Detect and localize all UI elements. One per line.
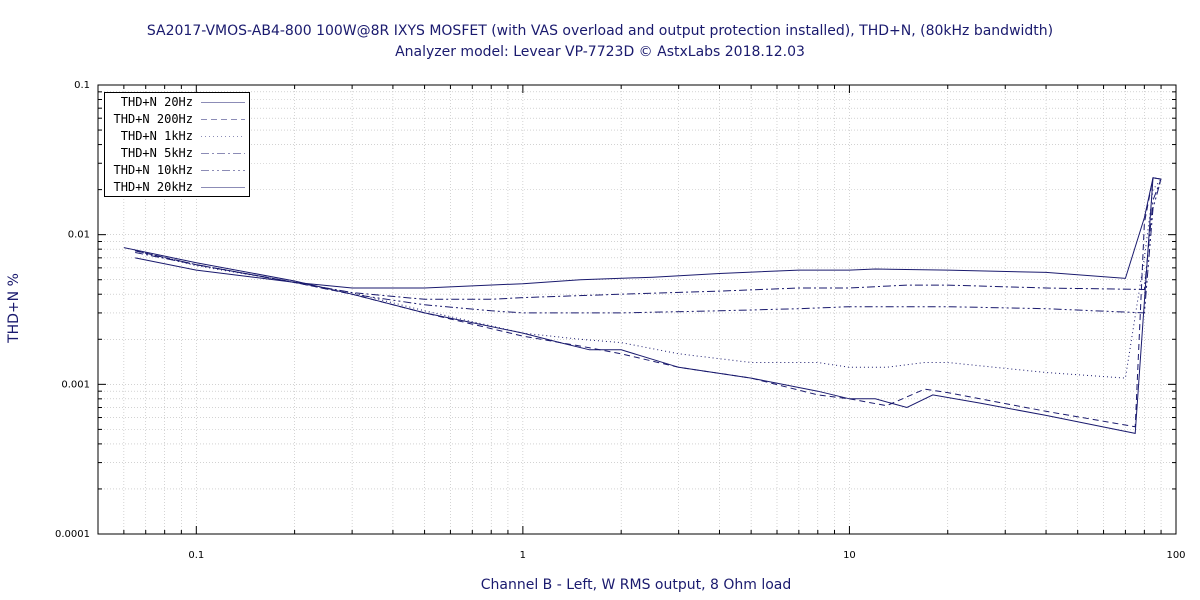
series-line-3 bbox=[135, 178, 1162, 379]
legend-label: THD+N 20Hz bbox=[120, 95, 193, 109]
legend-label: THD+N 1kHz bbox=[120, 129, 193, 143]
y-tick-label: 0.01 bbox=[68, 230, 90, 241]
legend-label: THD+N 200Hz bbox=[113, 112, 193, 126]
x-tick-label: 10 bbox=[843, 550, 856, 561]
chart-subtitle: Analyzer model: Levear VP-7723D © AstxLa… bbox=[395, 44, 805, 60]
series-line-6 bbox=[123, 177, 1162, 435]
legend-item: THD+N 20kHz bbox=[105, 179, 249, 196]
legend-item: THD+N 200Hz bbox=[105, 111, 249, 128]
series-line-1 bbox=[135, 177, 1162, 289]
legend-item: THD+N 20Hz bbox=[105, 94, 249, 111]
legend: THD+N 20Hz THD+N 200Hz THD+N 1kHz THD+N 5kH… bbox=[104, 92, 250, 197]
legend-label: THD+N 20kHz bbox=[113, 180, 193, 194]
x-tick-label: 0.1 bbox=[188, 550, 204, 561]
chart-title: SA2017-VMOS-AB4-800 100W@8R IXYS MOSFET … bbox=[146, 23, 1054, 39]
y-tick-label: 0.001 bbox=[61, 379, 90, 390]
series-line-4 bbox=[135, 178, 1162, 300]
legend-line-sample bbox=[201, 136, 245, 137]
legend-line-sample bbox=[201, 170, 245, 171]
series-line-5 bbox=[135, 178, 1162, 314]
legend-label: THD+N 5kHz bbox=[120, 146, 193, 160]
legend-item: THD+N 1kHz bbox=[105, 128, 249, 145]
legend-item: THD+N 10kHz bbox=[105, 162, 249, 179]
legend-label: THD+N 10kHz bbox=[113, 163, 193, 177]
legend-item: THD+N 5kHz bbox=[105, 145, 249, 162]
y-axis-label: THD+N % bbox=[6, 273, 22, 343]
plot-frame bbox=[97, 84, 1177, 535]
legend-line-sample bbox=[201, 102, 245, 103]
y-tick-label: 0.1 bbox=[74, 80, 90, 91]
legend-line-sample bbox=[201, 119, 245, 120]
y-tick-label: 0.0001 bbox=[55, 529, 90, 540]
legend-line-sample bbox=[201, 153, 245, 154]
x-tick-label: 100 bbox=[1166, 550, 1185, 561]
x-axis-label: Channel B - Left, W RMS output, 8 Ohm lo… bbox=[480, 577, 792, 593]
series-line-2 bbox=[135, 177, 1162, 428]
x-tick-label: 1 bbox=[520, 550, 526, 561]
legend-line-sample bbox=[201, 187, 245, 188]
